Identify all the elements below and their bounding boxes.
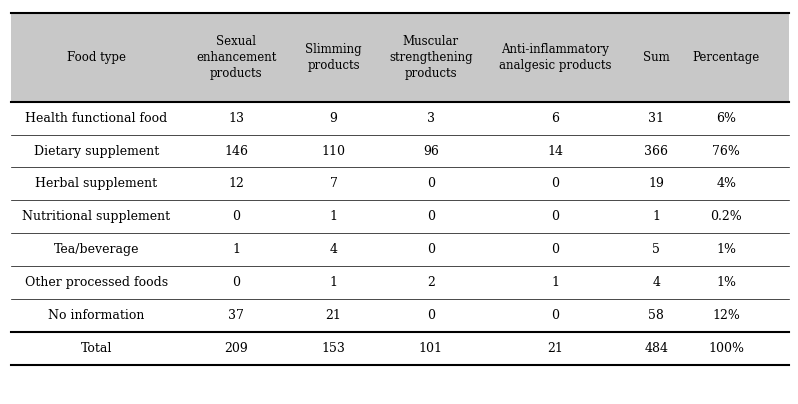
Text: 31: 31	[649, 112, 665, 125]
Text: 0: 0	[551, 309, 559, 322]
Text: 1: 1	[653, 210, 661, 223]
Text: 1: 1	[330, 276, 338, 289]
Text: Health functional food: Health functional food	[25, 112, 168, 125]
Text: Dietary supplement: Dietary supplement	[34, 145, 159, 158]
Text: 0: 0	[427, 177, 435, 190]
Text: 146: 146	[224, 145, 248, 158]
Text: 96: 96	[423, 145, 439, 158]
Text: 37: 37	[228, 309, 244, 322]
Text: 209: 209	[224, 342, 248, 355]
Text: Muscular
strengthening
products: Muscular strengthening products	[389, 35, 472, 80]
Text: 7: 7	[330, 177, 338, 190]
Text: 3: 3	[427, 112, 435, 125]
Text: No information: No information	[48, 309, 144, 322]
Text: 0.2%: 0.2%	[710, 210, 742, 223]
Text: 9: 9	[330, 112, 338, 125]
Text: Percentage: Percentage	[693, 51, 760, 64]
Text: 0: 0	[551, 210, 559, 223]
Text: 110: 110	[322, 145, 346, 158]
Text: 4: 4	[653, 276, 661, 289]
Text: 4: 4	[330, 243, 338, 256]
Text: 0: 0	[232, 210, 240, 223]
Text: 1%: 1%	[717, 276, 737, 289]
Text: Nutritional supplement: Nutritional supplement	[22, 210, 170, 223]
Text: Other processed foods: Other processed foods	[25, 276, 168, 289]
Text: 1: 1	[330, 210, 338, 223]
Text: Herbal supplement: Herbal supplement	[35, 177, 157, 190]
Text: Sum: Sum	[643, 51, 670, 64]
Text: 153: 153	[322, 342, 346, 355]
Text: 366: 366	[645, 145, 669, 158]
Text: 0: 0	[232, 276, 240, 289]
Text: Slimming
products: Slimming products	[305, 43, 361, 72]
Text: 0: 0	[427, 243, 435, 256]
Text: 21: 21	[326, 309, 342, 322]
Text: 14: 14	[547, 145, 563, 158]
Text: 76%: 76%	[713, 145, 741, 158]
Text: 1: 1	[232, 243, 240, 256]
Text: Tea/beverage: Tea/beverage	[53, 243, 139, 256]
Text: 5: 5	[653, 243, 660, 256]
Text: Food type: Food type	[66, 51, 125, 64]
Text: 1: 1	[551, 276, 559, 289]
Text: Anti-inflammatory
analgesic products: Anti-inflammatory analgesic products	[499, 43, 611, 72]
Text: 58: 58	[649, 309, 664, 322]
Text: 12: 12	[228, 177, 244, 190]
Text: 19: 19	[649, 177, 664, 190]
Text: 101: 101	[419, 342, 443, 355]
Text: 0: 0	[551, 243, 559, 256]
Text: 1%: 1%	[717, 243, 737, 256]
Text: 2: 2	[427, 276, 435, 289]
Text: 21: 21	[547, 342, 563, 355]
Text: 0: 0	[427, 309, 435, 322]
Text: 6%: 6%	[717, 112, 737, 125]
Text: 4%: 4%	[717, 177, 737, 190]
Text: 484: 484	[645, 342, 669, 355]
Text: 0: 0	[427, 210, 435, 223]
Text: 12%: 12%	[713, 309, 741, 322]
Text: 13: 13	[228, 112, 244, 125]
Bar	[10, 13, 788, 102]
Text: Sexual
enhancement
products: Sexual enhancement products	[196, 35, 276, 80]
Text: 100%: 100%	[709, 342, 745, 355]
Text: 6: 6	[551, 112, 559, 125]
Text: 0: 0	[551, 177, 559, 190]
Text: Total: Total	[81, 342, 112, 355]
